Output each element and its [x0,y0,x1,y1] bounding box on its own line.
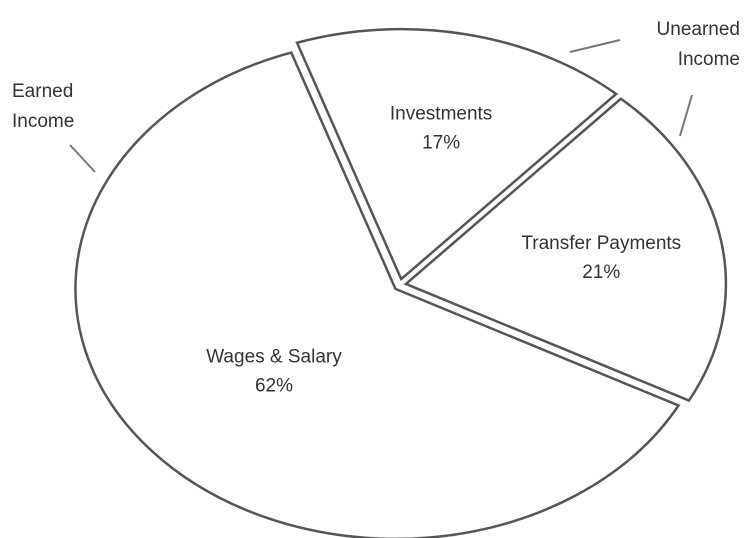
annotation-line: Income [678,49,740,70]
annotation-line: Unearned [657,19,740,40]
slice-value-label: 17% [422,132,460,153]
annotation: Unearned Income [657,19,740,70]
slice-label: Transfer Payments [521,233,681,254]
annotation-leader [679,94,693,137]
annotation-leader [569,39,621,53]
slice-value-label: 21% [582,262,620,283]
slice-label: Investments [390,103,492,124]
pie-slice [295,27,619,282]
annotation-line: Earned [12,81,73,102]
pie-slice [74,51,681,538]
pie-slice [403,97,728,403]
annotation: Earned Income [12,81,74,132]
slice-label: Wages & Salary [206,346,342,367]
slice-value-label: 62% [255,375,293,396]
annotation-line: Income [12,111,74,132]
annotation-leader [69,144,96,173]
pie: Investments 17% Transfer Payments 21% Wages … [74,27,728,538]
